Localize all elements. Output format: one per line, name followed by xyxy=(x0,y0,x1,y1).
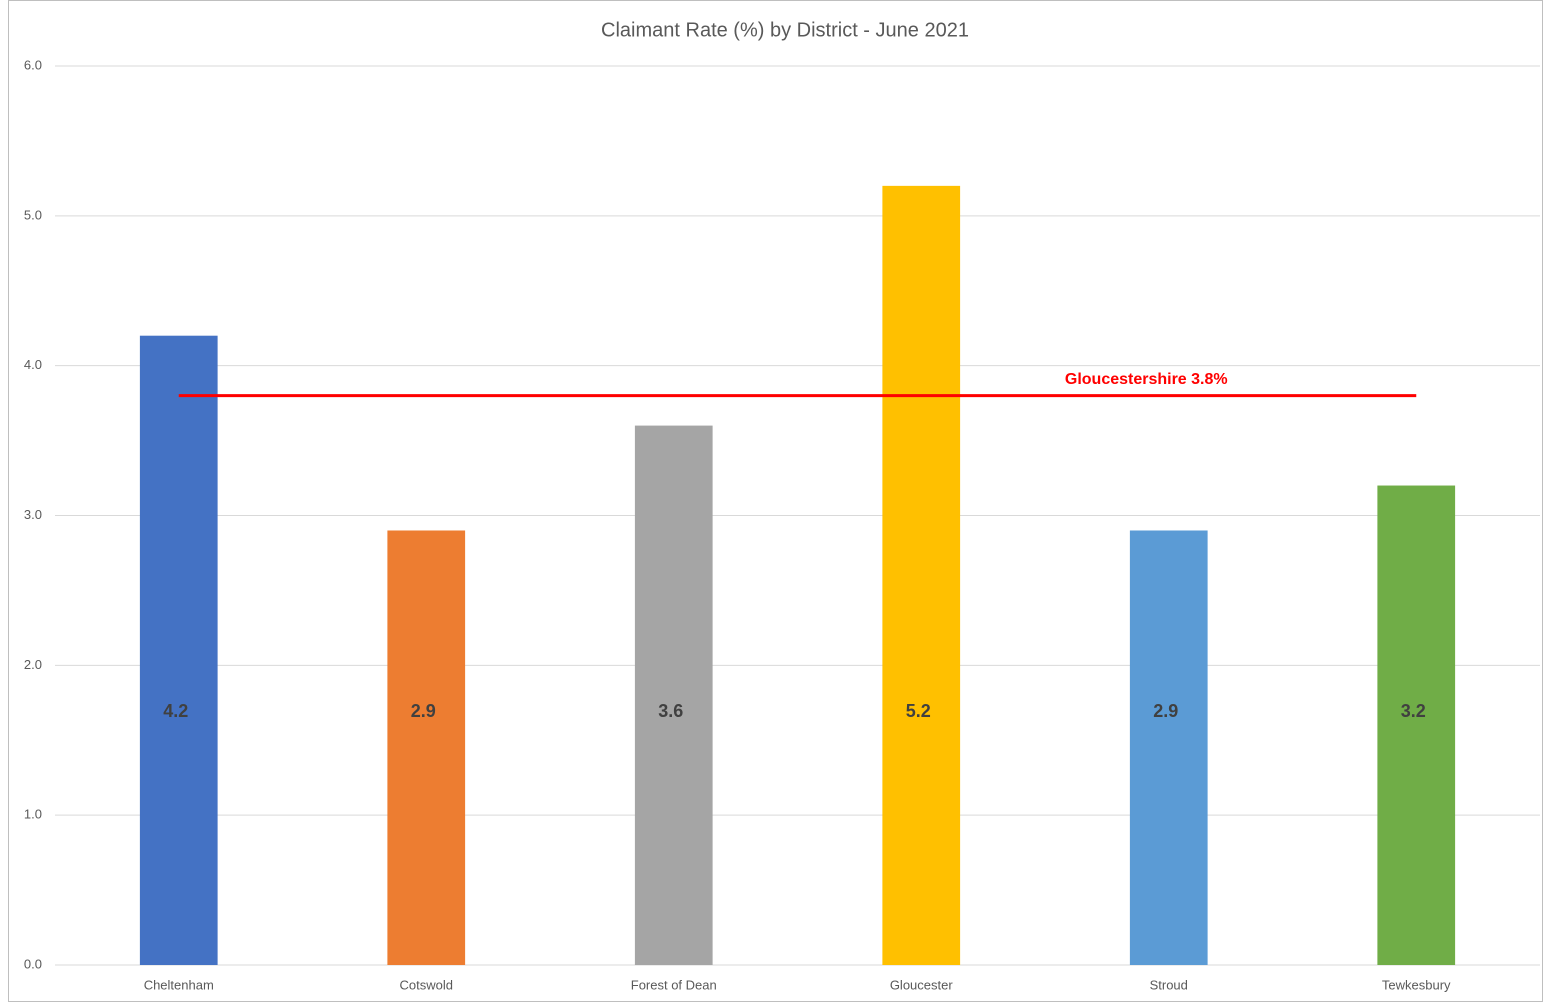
y-tick-label: 2.0 xyxy=(24,657,42,672)
y-tick-label: 4.0 xyxy=(24,357,42,372)
y-tick-label: 1.0 xyxy=(24,807,42,822)
data-label: 2.9 xyxy=(411,701,436,721)
data-label: 2.9 xyxy=(1153,701,1178,721)
y-tick-label: 5.0 xyxy=(24,207,42,222)
reference-label: Gloucestershire 3.8% xyxy=(1065,371,1228,388)
chart-frame xyxy=(8,0,1543,1002)
bar xyxy=(1129,530,1208,965)
x-tick-label: Cotswold xyxy=(400,977,453,992)
data-label: 4.2 xyxy=(163,701,188,721)
y-tick-label: 6.0 xyxy=(24,57,42,72)
bar xyxy=(387,530,466,965)
bar xyxy=(1377,485,1456,965)
chart-title: Claimant Rate (%) by District - June 202… xyxy=(601,19,969,41)
bar xyxy=(634,425,713,966)
y-tick-label: 3.0 xyxy=(24,507,42,522)
bar xyxy=(882,185,961,965)
data-label: 3.2 xyxy=(1401,701,1426,721)
x-tick-label: Tewkesbury xyxy=(1382,977,1451,992)
x-tick-label: Gloucester xyxy=(890,977,954,992)
data-label: 5.2 xyxy=(906,701,931,721)
bar xyxy=(139,335,218,965)
x-tick-label: Cheltenham xyxy=(144,977,214,992)
x-tick-label: Forest of Dean xyxy=(631,977,717,992)
x-tick-label: Stroud xyxy=(1150,977,1188,992)
data-label: 3.6 xyxy=(658,701,683,721)
y-tick-label: 0.0 xyxy=(24,956,42,971)
